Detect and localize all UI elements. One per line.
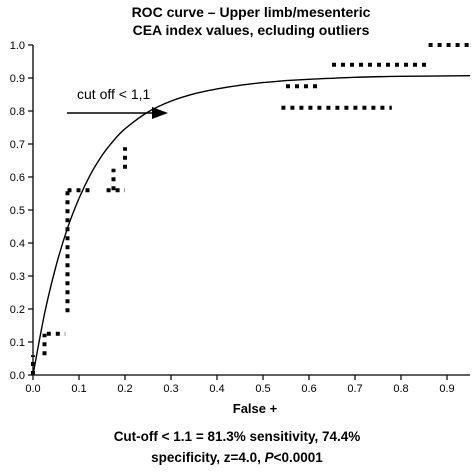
x-tick-label: 0.0 bbox=[25, 383, 40, 395]
y-tick-label: 0.4 bbox=[10, 238, 25, 250]
x-tick-label: 0.9 bbox=[439, 383, 454, 395]
tick-marks: 0.0 0.1 0.2 0.3 0.4 0.5 0.6 0.7 0.8 0.9 0.0 0.1 0.2 0… bbox=[10, 40, 455, 395]
y-tick-label: 0.2 bbox=[10, 304, 25, 316]
cut-off-arrow bbox=[67, 107, 168, 119]
y-tick-label: 0.8 bbox=[10, 106, 25, 118]
y-tick-label: 1.0 bbox=[10, 40, 25, 52]
x-tick-label: 0.3 bbox=[163, 383, 178, 395]
y-tick-label: 0.9 bbox=[10, 73, 25, 85]
x-tick-label: 0.2 bbox=[117, 383, 132, 395]
caption-line-2-prefix: specificity, z=4.0, bbox=[151, 450, 265, 465]
y-tick-label: 0.5 bbox=[10, 205, 25, 217]
fitted-roc-curve bbox=[32, 75, 471, 376]
caption-line-1: Cut-off < 1.1 = 81.3% sensitivity, 74.4% bbox=[113, 429, 361, 444]
empirical-steps bbox=[31, 43, 470, 375]
chart-title-line-1: ROC curve – Upper limb/mesenteric bbox=[131, 4, 371, 20]
caption-line-2-suffix: <0.0001 bbox=[273, 450, 323, 465]
y-tick-label: 0.1 bbox=[10, 337, 25, 349]
cut-off-annotation: cut off < 1,1 bbox=[77, 86, 151, 102]
caption-p-symbol: P bbox=[264, 450, 274, 465]
x-tick-label: 0.5 bbox=[255, 383, 270, 395]
x-tick-label: 0.6 bbox=[301, 383, 316, 395]
y-tick-label: 0.6 bbox=[10, 172, 25, 184]
caption-line-2: specificity, z=4.0, P<0.0001 bbox=[0, 449, 474, 466]
x-tick-label: 0.1 bbox=[71, 383, 86, 395]
x-tick-label: 0.7 bbox=[347, 383, 362, 395]
y-tick-label: 0.3 bbox=[10, 271, 25, 283]
chart-title-line-2: CEA index values, ecluding outliers bbox=[132, 22, 370, 38]
x-tick-label: 0.4 bbox=[209, 383, 224, 395]
y-tick-label: 0.7 bbox=[10, 139, 25, 151]
x-tick-label: 0.8 bbox=[393, 383, 408, 395]
x-axis-label: False + bbox=[233, 401, 278, 416]
y-tick-label: 0.0 bbox=[10, 370, 25, 382]
